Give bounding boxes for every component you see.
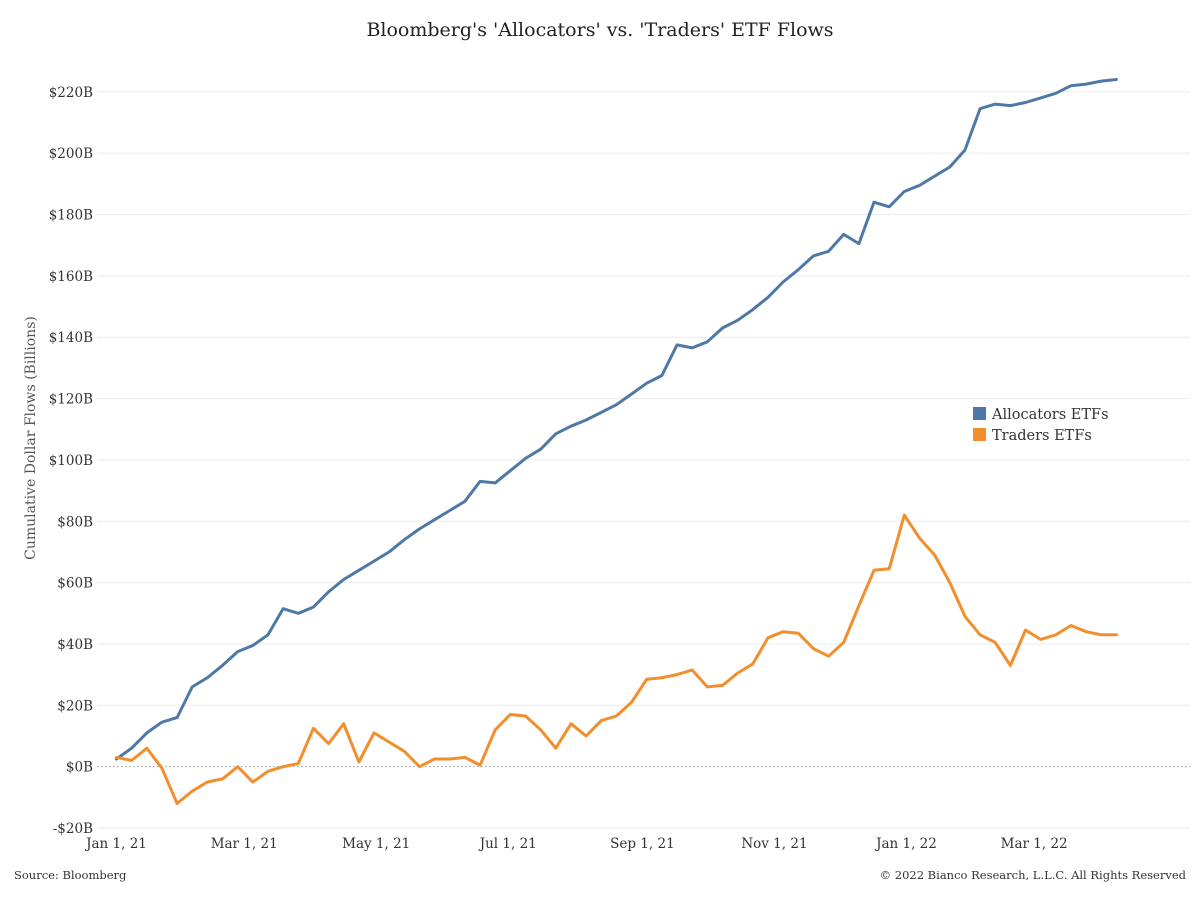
- y-tick-label: $100B: [49, 453, 93, 469]
- y-tick-label: $120B: [49, 392, 93, 408]
- y-axis-ticks: -$20B $0B $20B $40B $60B $80B $100B $120B $140B $…: [49, 85, 93, 837]
- y-tick-label: $80B: [57, 514, 93, 530]
- y-tick-label: $20B: [57, 698, 93, 714]
- series-line-traders-etfs: [115, 513, 1118, 805]
- chart-title: Bloomberg's 'Allocators' vs. 'Traders' E…: [366, 19, 833, 41]
- source-note: Source: Bloomberg: [14, 868, 127, 882]
- x-tick-label: Nov 1, 21: [741, 836, 807, 852]
- y-tick-label: $220B: [49, 85, 93, 101]
- y-axis-label: Cumulative Dollar Flows (Billions): [23, 316, 39, 560]
- y-tick-label: $200B: [49, 146, 93, 162]
- copyright-note: © 2022 Bianco Research, L.L.C. All Right…: [879, 868, 1186, 882]
- series-lines: [115, 78, 1118, 805]
- y-tick-label: $180B: [49, 208, 93, 224]
- x-axis-ticks: Jan 1, 21 Mar 1, 21 May 1, 21 Jul 1, 21 Sep …: [84, 836, 1068, 852]
- x-tick-label: Jul 1, 21: [478, 836, 537, 852]
- legend-swatch: [973, 428, 986, 441]
- series-line-allocators-etfs: [115, 78, 1118, 761]
- y-tick-label: $40B: [57, 637, 93, 653]
- y-tick-label: $160B: [49, 269, 93, 285]
- y-tick-label: -$20B: [53, 821, 93, 837]
- x-tick-label: Jan 1, 21: [84, 836, 147, 852]
- x-tick-label: Mar 1, 22: [1001, 836, 1068, 852]
- x-tick-label: Jan 1, 22: [874, 836, 937, 852]
- legend: Allocators ETFs Traders ETFs: [973, 407, 1109, 444]
- y-tick-label: $0B: [66, 760, 93, 776]
- legend-swatch: [973, 407, 986, 420]
- y-tick-label: $140B: [49, 330, 93, 346]
- x-tick-label: Mar 1, 21: [211, 836, 278, 852]
- legend-entry: Allocators ETFs: [991, 407, 1109, 423]
- gridlines: [97, 91, 1190, 829]
- y-tick-label: $60B: [57, 576, 93, 592]
- x-tick-label: May 1, 21: [342, 836, 410, 852]
- x-tick-label: Sep 1, 21: [610, 836, 675, 852]
- legend-entry: Traders ETFs: [992, 428, 1092, 444]
